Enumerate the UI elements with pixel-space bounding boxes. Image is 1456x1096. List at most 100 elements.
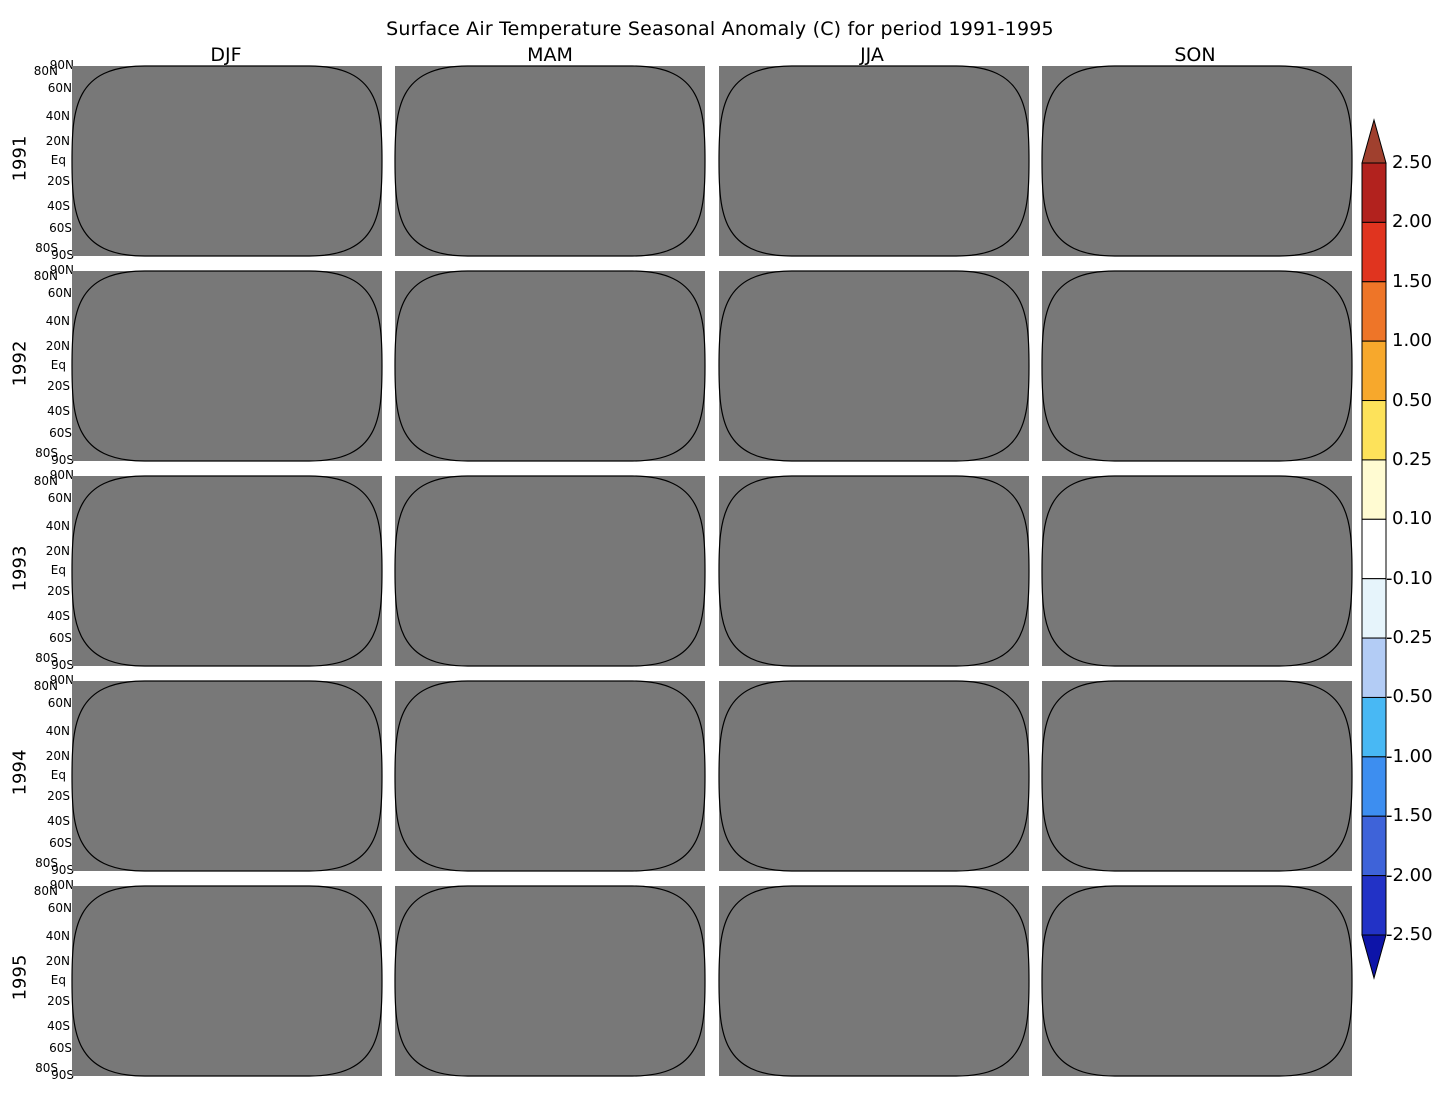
latitude-label: 20S [47, 378, 70, 393]
colorbar-bottom-arrow [1361, 934, 1387, 980]
map-frame [718, 475, 1030, 667]
colorbar-top-arrow [1361, 118, 1387, 164]
latitude-label: 40N [45, 314, 70, 329]
map-frame [71, 885, 383, 1077]
map-title: Surface Air Temperature Seasonal Anomaly… [386, 18, 1054, 40]
latitude-label: 80S [35, 651, 58, 666]
colorbar-tick-label: -0.50 [1386, 686, 1433, 708]
latitude-label: 20S [47, 788, 70, 803]
colorbar-tick-label: -2.50 [1386, 924, 1433, 945]
season-label-jja: JJA [860, 44, 884, 66]
map-frame [1041, 885, 1353, 1077]
map-frame [1041, 270, 1353, 462]
latitude-label: 40S [47, 198, 70, 213]
latitude-label: 20S [47, 583, 70, 598]
colorbar-bin [1361, 875, 1387, 936]
map-frame [71, 475, 383, 667]
latitude-label: 90N [49, 263, 74, 277]
latitude-label: 60N [47, 80, 72, 95]
map-frame [1041, 680, 1353, 872]
latitude-label: 90N [49, 468, 74, 482]
latitude-label: 60S [49, 221, 72, 236]
season-label-djf: DJF [210, 44, 242, 66]
latitude-label: 40N [45, 109, 70, 124]
map-frame [718, 65, 1030, 257]
latitude-label: 80N [33, 678, 58, 693]
map-frame [1041, 475, 1353, 667]
colorbar-tick-label: -0.10 [1386, 567, 1433, 589]
colorbar-bin [1361, 578, 1387, 639]
latitude-label: 60N [47, 490, 72, 505]
map-frame [718, 885, 1030, 1077]
latitude-label: 60S [49, 836, 72, 851]
colorbar-bin [1361, 637, 1387, 698]
latitude-label: 40S [47, 1018, 70, 1033]
latitude-label: 80S [35, 241, 58, 256]
colorbar-tick-label: 1.00 [1392, 330, 1433, 352]
colorbar-bin [1361, 340, 1387, 402]
colorbar-tick-label: 0.10 [1392, 508, 1433, 530]
colorbar-tick-label: -0.25 [1386, 627, 1433, 649]
latitude-label: 80S [35, 1061, 58, 1076]
colorbar-bin [1361, 221, 1387, 283]
latitude-label: 40S [47, 813, 70, 828]
latitude-label: 20N [45, 749, 70, 763]
map-frame [394, 885, 706, 1077]
latitude-label: 40N [45, 929, 70, 944]
map-frame [718, 270, 1030, 462]
map-frame [71, 65, 383, 257]
map-frame [718, 680, 1030, 872]
colorbar-bin [1361, 696, 1387, 758]
latitude-label: 60N [47, 900, 72, 915]
colorbar-bin [1361, 815, 1387, 877]
latitude-label: 90S [51, 248, 74, 262]
latitude-label: 20N [45, 954, 70, 968]
colorbar-bin [1361, 459, 1387, 520]
colorbar-tick-label: -2.00 [1386, 864, 1433, 886]
latitude-label: 40N [45, 724, 70, 739]
colorbar-tick-label: -1.50 [1386, 805, 1433, 827]
latitude-label: Eq [50, 153, 66, 167]
latitude-label: 80N [33, 473, 58, 488]
latitude-label: 80N [33, 268, 58, 283]
colorbar-bin [1361, 756, 1387, 817]
latitude-label: 80S [35, 446, 58, 461]
map-frame [1041, 65, 1353, 257]
season-label-son: SON [1174, 44, 1216, 66]
colorbar-tick-label: 1.50 [1392, 270, 1433, 292]
latitude-label: 60S [49, 631, 72, 646]
latitude-label: 90S [51, 453, 74, 467]
latitude-label: 60S [49, 1041, 72, 1056]
latitude-label: 40S [47, 608, 70, 623]
latitude-label: 90S [51, 863, 74, 877]
colorbar-bin [1361, 162, 1387, 223]
latitude-label: 90S [51, 1068, 74, 1082]
map-frame [394, 680, 706, 872]
map-frame [394, 270, 706, 462]
latitude-label: 40N [45, 519, 70, 534]
latitude-label: 60N [47, 285, 72, 300]
colorbar-tick-label: 0.25 [1392, 448, 1433, 470]
latitude-label: 90N [49, 58, 74, 72]
season-label-mam: MAM [527, 44, 573, 66]
latitude-label: 80N [33, 63, 58, 78]
latitude-label: Eq [50, 563, 66, 577]
map-frame [394, 65, 706, 257]
latitude-label: 90S [51, 658, 74, 672]
latitude-label: 60N [47, 695, 72, 710]
latitude-label: 90N [49, 673, 74, 687]
map-frame [71, 680, 383, 872]
map-frame [394, 475, 706, 667]
colorbar-tick-label: 2.50 [1392, 152, 1433, 173]
latitude-label: 80S [35, 856, 58, 871]
colorbar-bin [1361, 400, 1387, 461]
latitude-label: 20S [47, 173, 70, 188]
map-frame [71, 270, 383, 462]
latitude-label: 80N [33, 883, 58, 898]
latitude-label: 20N [45, 339, 70, 353]
colorbar-tick-label: 0.50 [1392, 389, 1433, 411]
latitude-label: 40S [47, 403, 70, 418]
colorbar-tick-label: -1.00 [1386, 745, 1433, 767]
colorbar-bin [1361, 518, 1387, 580]
